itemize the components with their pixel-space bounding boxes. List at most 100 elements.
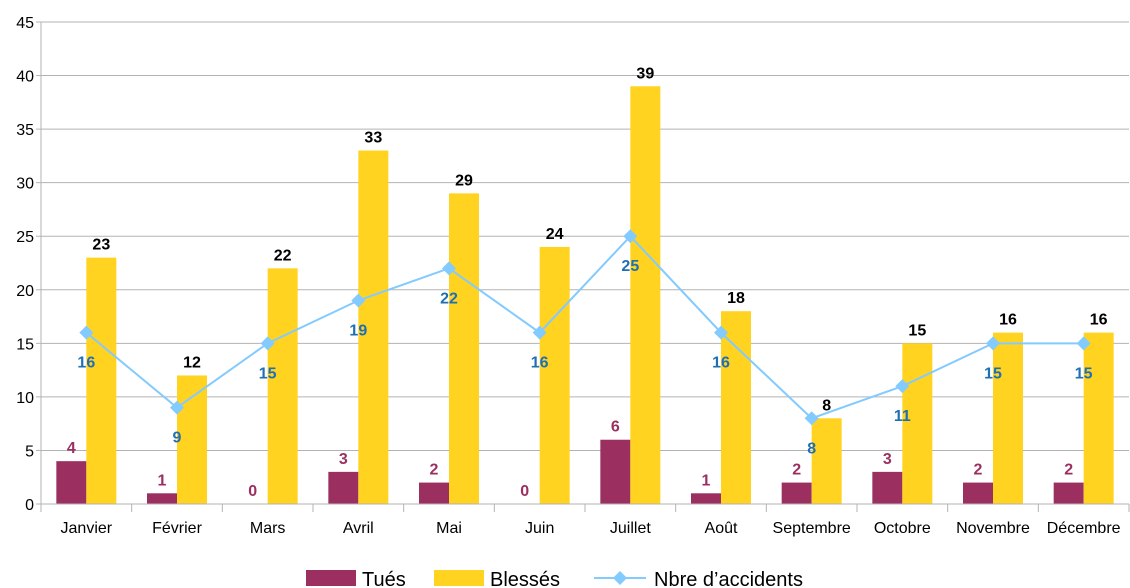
data-label-blesses: 23: [92, 237, 110, 254]
bar-blesses: [902, 343, 933, 504]
bar-blesses: [721, 311, 751, 504]
bar-blesses: [539, 246, 570, 504]
point-accidents: [170, 400, 184, 415]
bar-tues: [691, 493, 721, 504]
data-label-accidents: 15: [259, 365, 277, 382]
data-label-accidents: 15: [1075, 365, 1093, 382]
y-tick-label: 25: [16, 229, 34, 246]
data-label-accidents: 25: [621, 258, 639, 275]
data-label-accidents: 9: [173, 430, 182, 447]
point-accidents: [1076, 336, 1091, 351]
legend-label-accidents: Nbre d’accidents: [654, 569, 803, 588]
data-label-tues: 6: [611, 419, 620, 436]
data-label-accidents: 16: [77, 355, 95, 372]
x-tick-label: Mai: [436, 520, 462, 537]
bar-tues: [147, 493, 177, 504]
axes: [36, 21, 1130, 512]
data-label-blesses: 39: [636, 65, 654, 82]
legend: Tués Blessés Nbre d’accidents: [306, 569, 803, 588]
data-label-tues: 2: [430, 462, 439, 479]
point-accidents: [804, 411, 819, 426]
bar-blesses: [358, 150, 389, 505]
bar-blesses: [449, 193, 479, 504]
data-label-tues: 0: [520, 483, 529, 500]
data-label-blesses: 15: [908, 322, 926, 339]
bar-tues: [328, 471, 359, 504]
x-tick-label: Février: [152, 520, 202, 537]
bar-blesses: [630, 86, 661, 505]
x-tick-label: Octobre: [874, 520, 931, 537]
y-tick-label: 0: [25, 497, 34, 514]
data-label-tues: 3: [339, 451, 348, 468]
x-tick-label: Septembre: [773, 520, 851, 537]
data-label-accidents: 16: [712, 355, 730, 372]
point-accidents: [986, 336, 1000, 351]
x-tick-label: Novembre: [956, 520, 1030, 537]
data-label-blesses: 16: [1090, 312, 1108, 329]
line-accidents: [85, 234, 1084, 420]
x-tick-label: Mars: [250, 520, 286, 537]
gridlines: [41, 21, 1129, 451]
bar-blesses: [86, 257, 117, 504]
point-accidents: [714, 325, 728, 340]
bar-tues: [600, 439, 631, 504]
legend-label-tues: Tués: [362, 569, 406, 588]
bar-tues: [419, 482, 449, 504]
bar-tues: [56, 461, 87, 504]
data-label-accidents: 11: [894, 408, 911, 425]
accidents-line: [79, 229, 1091, 426]
data-label-tues: 3: [883, 451, 892, 468]
y-tick-label: 5: [25, 443, 34, 460]
bar-blesses: [177, 375, 207, 504]
y-tick-label: 10: [16, 390, 34, 407]
point-accidents: [895, 379, 910, 394]
data-label-accidents: 22: [440, 290, 458, 307]
legend-swatch-blesses: [434, 570, 484, 586]
data-label-blesses: 29: [455, 172, 473, 189]
bar-tues: [1053, 482, 1084, 504]
bar-tues: [781, 482, 812, 504]
data-label-accidents: 8: [807, 440, 816, 457]
legend-marker-accidents: [613, 571, 627, 585]
data-label-blesses: 18: [727, 290, 745, 307]
point-accidents: [442, 261, 456, 276]
y-tick-label: 45: [16, 15, 34, 32]
y-tick-label: 30: [16, 176, 34, 193]
y-axis-tick-labels: 0 5 10 15 20 25 30 35 40 45: [16, 15, 34, 514]
bars: [56, 86, 1114, 505]
data-label-accidents: 19: [349, 322, 367, 339]
x-tick-label: Juillet: [610, 520, 651, 537]
y-tick-label: 40: [16, 69, 34, 86]
y-tick-label: 15: [16, 336, 34, 353]
point-accidents: [79, 325, 94, 340]
data-label-tues: 0: [248, 483, 257, 500]
data-label-blesses: 24: [546, 226, 564, 243]
data-label-accidents: 16: [531, 355, 549, 372]
x-tick-label: Janvier: [61, 520, 113, 537]
x-axis-tick-labels: Janvier Février Mars Avril Mai Juin Juillet Aoû…: [61, 520, 1121, 537]
bar-blesses: [811, 418, 842, 504]
legend-label-blesses: Blessés: [490, 569, 560, 588]
data-label-blesses: 12: [183, 354, 201, 371]
bar-blesses: [1083, 332, 1114, 504]
bar-blesses: [267, 268, 298, 504]
data-label-accidents: 15: [984, 365, 1002, 382]
y-tick-label: 35: [16, 122, 34, 139]
data-label-blesses: 16: [999, 312, 1017, 329]
data-label-tues: 2: [1064, 462, 1073, 479]
data-label-blesses: 33: [364, 130, 382, 147]
bar-tues: [963, 482, 993, 504]
point-accidents: [532, 325, 547, 340]
data-label-blesses: 8: [822, 397, 831, 414]
data-label-tues: 1: [702, 472, 711, 489]
point-accidents: [260, 336, 275, 351]
x-tick-label: Août: [705, 520, 738, 537]
x-tick-label: Juin: [525, 520, 554, 537]
data-label-tues: 1: [158, 472, 167, 489]
point-accidents: [623, 229, 638, 244]
data-labels: 4231611290221533319229220241663925118162…: [67, 65, 1108, 500]
bar-tues: [872, 471, 903, 504]
data-label-tues: 2: [792, 462, 801, 479]
x-tick-label: Avril: [343, 520, 374, 537]
